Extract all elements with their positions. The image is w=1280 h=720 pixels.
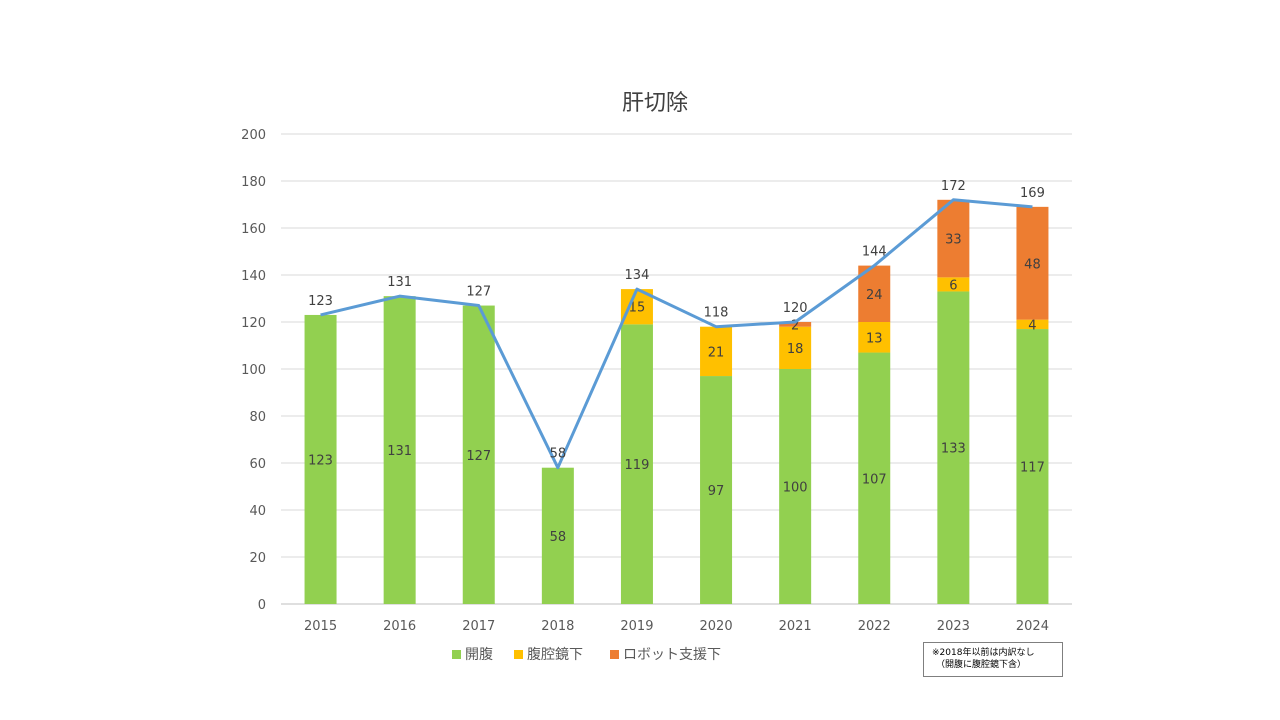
bar-segment	[937, 291, 970, 604]
bar-segment	[937, 199, 970, 278]
bar-data-label: 15	[629, 301, 646, 316]
total-data-label: 118	[704, 306, 729, 321]
bar-segment	[462, 305, 495, 604]
x-tick-label: 2024	[1016, 619, 1049, 634]
x-tick-label: 2019	[620, 619, 653, 634]
x-tick-label: 2016	[383, 619, 416, 634]
x-tick-label: 2020	[700, 619, 733, 634]
bar-segment	[1016, 329, 1049, 604]
bar-data-label: 133	[941, 442, 966, 457]
legend-swatch	[610, 650, 619, 659]
y-tick-label: 40	[249, 504, 266, 519]
bar-segment	[937, 277, 970, 292]
chart-title: 肝切除	[622, 91, 688, 116]
bar-segment	[383, 296, 416, 604]
x-axis: 2015 2016 2017 2018 2019 2020 2021 2022 2023 2024	[304, 619, 1049, 634]
y-axis: 0 20 40 60 80 100 120 140 160 180 200	[241, 128, 266, 613]
bar-data-label: 117	[1020, 461, 1045, 476]
y-tick-label: 140	[241, 269, 266, 284]
y-tick-label: 0	[258, 598, 266, 613]
bar-data-label: 21	[708, 345, 725, 360]
footnote-box: ※2018年以前は内訳なし （開腹に腹腔鏡下含）	[923, 642, 1063, 677]
bar-segment	[858, 352, 891, 604]
legend-label: 腹腔鏡下	[527, 646, 583, 663]
bar-segment	[1016, 319, 1049, 330]
y-tick-label: 80	[249, 410, 266, 425]
bar-data-label: 4	[1028, 318, 1036, 333]
footnote-line-2: （開腹に腹腔鏡下含）	[936, 660, 1027, 670]
bar-data-label: 33	[945, 233, 962, 248]
y-tick-label: 20	[249, 551, 266, 566]
legend-label: ロボット支援下	[623, 647, 721, 663]
bar-data-label: 2	[791, 318, 799, 333]
bar-segment	[620, 324, 653, 604]
total-data-label: 120	[783, 301, 808, 316]
footnote-line-1: ※2018年以前は内訳なし	[932, 648, 1035, 658]
x-tick-label: 2017	[462, 619, 495, 634]
bar-data-label: 119	[625, 458, 650, 473]
total-data-label: 123	[308, 294, 333, 309]
x-tick-label: 2018	[541, 619, 574, 634]
total-data-label: 134	[625, 268, 650, 283]
bar-segment	[858, 322, 891, 353]
legend-label: 開腹	[465, 646, 493, 663]
bars: 123 131 127 58 119 15 97 21 100 18 2 107 13 24 133 6 33 1…	[304, 199, 1049, 604]
bar-data-label: 18	[787, 342, 804, 357]
legend: 開腹 腹腔鏡下 ロボット支援下	[452, 646, 721, 663]
bar-data-label: 131	[387, 444, 412, 459]
totals-line-path	[320, 198, 1033, 470]
x-tick-label: 2022	[858, 619, 891, 634]
y-tick-label: 120	[241, 316, 266, 331]
y-tick-label: 100	[241, 363, 266, 378]
bar-data-label: 24	[866, 288, 883, 303]
bar-segment	[779, 369, 812, 604]
bar-data-label: 48	[1024, 257, 1041, 272]
bar-data-label: 6	[949, 278, 957, 293]
x-tick-label: 2015	[304, 619, 337, 634]
x-tick-label: 2023	[937, 619, 970, 634]
x-tick-label: 2021	[779, 619, 812, 634]
total-data-label: 144	[862, 245, 887, 260]
legend-swatch	[514, 650, 523, 659]
bar-data-label: 107	[862, 472, 887, 487]
total-data-label: 58	[550, 447, 567, 462]
y-tick-label: 180	[241, 175, 266, 190]
y-tick-label: 160	[241, 222, 266, 237]
legend-swatch	[452, 650, 461, 659]
total-data-label: 131	[387, 275, 412, 290]
bar-data-label: 13	[866, 331, 883, 346]
bar-segment	[700, 326, 733, 377]
bar-segment	[700, 376, 733, 604]
bar-segment	[541, 467, 574, 604]
bar-data-label: 97	[708, 484, 725, 499]
y-tick-label: 60	[249, 457, 266, 472]
y-tick-label: 200	[241, 128, 266, 143]
bar-segment	[304, 314, 337, 604]
bar-data-label: 123	[308, 453, 333, 468]
bar-data-label: 58	[550, 530, 567, 545]
bar-segment	[779, 322, 812, 327]
total-data-label: 172	[941, 179, 966, 194]
bar-segment	[779, 326, 812, 369]
bar-data-label: 127	[466, 449, 491, 464]
total-data-label: 169	[1020, 186, 1045, 201]
bar-data-label: 100	[783, 481, 808, 496]
bar-segment	[1016, 206, 1049, 320]
total-data-label: 127	[466, 285, 491, 300]
